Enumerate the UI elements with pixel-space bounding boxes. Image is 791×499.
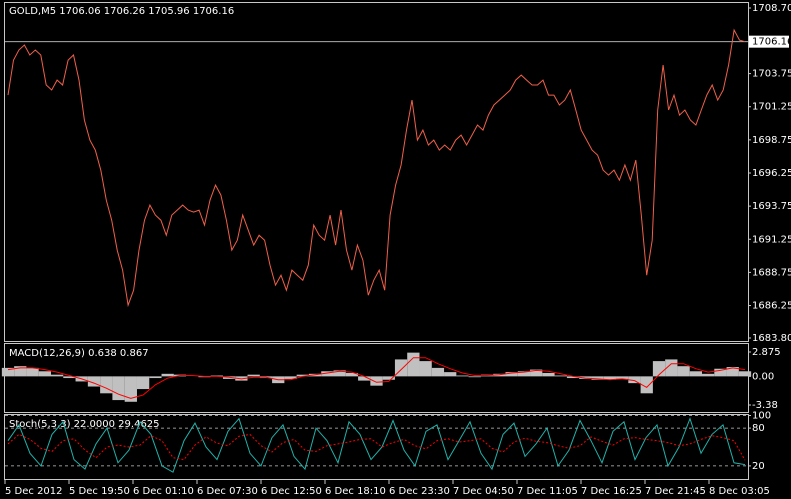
macd-bar: [296, 374, 309, 377]
macd-bar: [149, 376, 162, 379]
x-tick-label: 8 Dec 03:05: [709, 486, 770, 497]
macd-bar: [136, 376, 150, 390]
macd-title: MACD(12,26,9) 0.638 0.867: [9, 348, 149, 359]
x-tick-label: 6 Dec 18:10: [325, 486, 386, 497]
macd-bar: [554, 375, 567, 377]
macd-bar: [505, 372, 518, 377]
macd-bar: [26, 367, 39, 377]
macd-bar: [161, 373, 174, 377]
macd-bar: [726, 367, 739, 377]
macd-bar: [100, 376, 113, 394]
y-tick-label: 80: [752, 423, 765, 434]
x-tick-label: 6 Dec 23:30: [389, 486, 450, 497]
macd-bar: [468, 376, 481, 378]
macd-bar: [407, 352, 420, 377]
x-tick-label: 7 Dec 04:50: [453, 486, 514, 497]
macd-bar: [419, 361, 432, 377]
price-panel: [4, 2, 749, 342]
macd-bar: [702, 373, 715, 377]
macd-bar: [591, 376, 604, 380]
macd-bar: [50, 374, 64, 377]
y-tick-label: 1683.80: [752, 333, 791, 344]
x-tick-label: 6 Dec 07:30: [197, 486, 258, 497]
macd-bar: [247, 374, 260, 377]
macd-bar: [640, 376, 653, 394]
y-tick-label: 1698.75: [752, 135, 791, 146]
macd-bar: [566, 376, 580, 379]
y-tick-label: 1693.75: [752, 201, 791, 212]
x-tick-label: 5 Dec 2012: [5, 486, 63, 497]
y-tick-label: 2.875: [752, 347, 781, 358]
macd-bar: [370, 376, 383, 386]
y-tick-label: 0.00: [752, 371, 774, 382]
macd-bar: [444, 372, 457, 377]
price-line: [7, 28, 746, 308]
macd-bar: [124, 376, 137, 402]
x-tick-label: 6 Dec 12:50: [261, 486, 322, 497]
macd-bar: [345, 372, 359, 377]
macd-bar: [333, 370, 346, 377]
macd-bar: [689, 371, 703, 377]
y-tick-label: 1703.75: [752, 69, 791, 80]
macd-bar: [284, 376, 297, 379]
y-tick-label: 1688.75: [752, 267, 791, 278]
last-price-label: 1706.16: [752, 37, 791, 48]
stoch-main-line: [7, 417, 746, 473]
macd-bar: [542, 372, 555, 377]
macd-bar: [87, 376, 101, 387]
macd-bar: [738, 371, 752, 377]
macd-bar: [14, 366, 27, 377]
y-tick-label: 100: [752, 411, 771, 422]
y-tick-label: 1701.25: [752, 102, 791, 113]
y-tick-label: 1696.25: [752, 168, 791, 179]
macd-bar: [38, 371, 51, 377]
x-tick-label: 7 Dec 21:45: [645, 486, 706, 497]
macd-bar: [456, 375, 469, 377]
y-tick-label: 1686.25: [752, 301, 791, 312]
macd-bar: [677, 366, 690, 377]
macd-bar: [714, 368, 727, 377]
stoch-signal-line: [7, 433, 746, 461]
macd-signal-line: [7, 357, 746, 399]
macd-bar: [530, 369, 543, 377]
stoch-title: Stoch(5,3,3) 22.0000 29.4625: [9, 419, 160, 430]
macd-bar: [358, 376, 371, 381]
macd-bar: [603, 376, 617, 380]
x-tick-label: 6 Dec 01:10: [133, 486, 194, 497]
y-tick-label: 20: [752, 461, 765, 472]
x-tick-label: 7 Dec 16:25: [581, 486, 642, 497]
macd-bar: [321, 371, 334, 377]
macd-bar: [1, 367, 15, 377]
macd-bar: [628, 376, 641, 384]
macd-bar: [431, 367, 445, 377]
x-tick-label: 7 Dec 11:05: [517, 486, 578, 497]
price-title: GOLD,M5 1706.06 1706.26 1705.96 1706.16: [9, 6, 234, 17]
y-tick-label: 1708.70: [752, 3, 791, 14]
macd-bar: [517, 371, 531, 377]
macd-bar: [112, 376, 125, 401]
macd-bar: [382, 376, 395, 380]
macd-bar: [63, 376, 76, 379]
y-tick-label: 1691.25: [752, 234, 791, 245]
macd-bar: [616, 376, 629, 379]
y-tick-label: -3.38: [752, 400, 778, 411]
last-price-box: [749, 35, 789, 48]
x-tick-label: 5 Dec 19:50: [69, 486, 130, 497]
